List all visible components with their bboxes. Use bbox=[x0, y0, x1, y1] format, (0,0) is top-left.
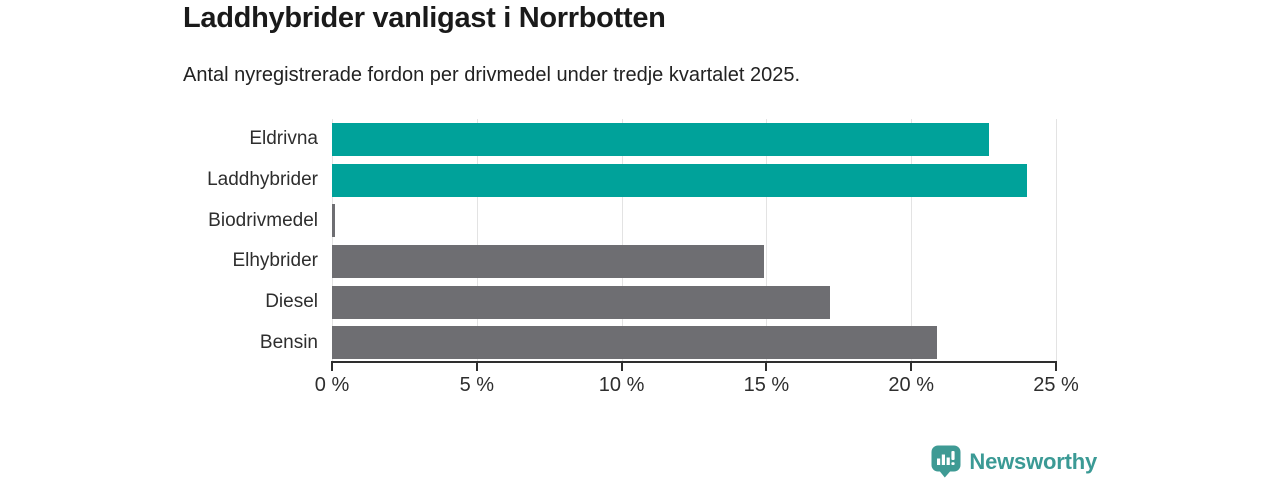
category-labels: Eldrivna Laddhybrider Biodrivmedel Elhybrid… bbox=[120, 119, 318, 363]
brand-footer: Newsworthy bbox=[931, 445, 1097, 478]
x-tick-label: 0 % bbox=[314, 374, 350, 396]
category-label: Bensin bbox=[259, 331, 318, 353]
chart-subtitle: Antal nyregistrerade fordon per drivmede… bbox=[183, 64, 801, 86]
gridline bbox=[766, 119, 768, 363]
gridline bbox=[1056, 119, 1057, 363]
x-axis-tick bbox=[331, 363, 333, 371]
category-label: Biodrivmedel bbox=[208, 209, 318, 231]
x-tick-label: 15 % bbox=[743, 374, 790, 396]
gridline bbox=[911, 119, 913, 363]
category-label: Laddhybrider bbox=[207, 168, 318, 190]
x-tick-label: 5 % bbox=[459, 374, 495, 396]
x-axis-tick bbox=[910, 363, 913, 371]
bar-eldrivna bbox=[332, 122, 990, 156]
chart-title: Laddhybrider vanligast i Norrbotten bbox=[183, 2, 666, 34]
plot-area: 0 % 5 % 10 % 15 % 20 % 25 % bbox=[315, 119, 1079, 396]
newsworthy-logo-icon bbox=[931, 445, 961, 478]
bar-laddhybrider bbox=[332, 163, 1028, 197]
x-axis-tick bbox=[620, 363, 623, 371]
category-label: Eldrivna bbox=[249, 128, 318, 150]
bar-elhybrider bbox=[332, 244, 764, 278]
category-label: Elhybrider bbox=[232, 250, 318, 272]
x-axis-tick bbox=[475, 363, 478, 371]
x-tick-label: 20 % bbox=[888, 374, 934, 396]
bar-diesel bbox=[332, 285, 831, 319]
gridline bbox=[621, 119, 623, 363]
x-tick-label: 25 % bbox=[1033, 374, 1079, 396]
x-axis-tick bbox=[1055, 363, 1057, 371]
x-tick-label: 10 % bbox=[598, 374, 645, 396]
category-label: Diesel bbox=[265, 290, 318, 312]
bar-bensin bbox=[332, 326, 938, 360]
x-axis-line bbox=[331, 361, 1057, 363]
gridline bbox=[476, 119, 478, 363]
x-axis-tick bbox=[765, 363, 768, 371]
bar-biodrivmedel bbox=[332, 204, 335, 238]
gridline bbox=[332, 119, 333, 363]
brand-name: Newsworthy bbox=[969, 448, 1097, 474]
